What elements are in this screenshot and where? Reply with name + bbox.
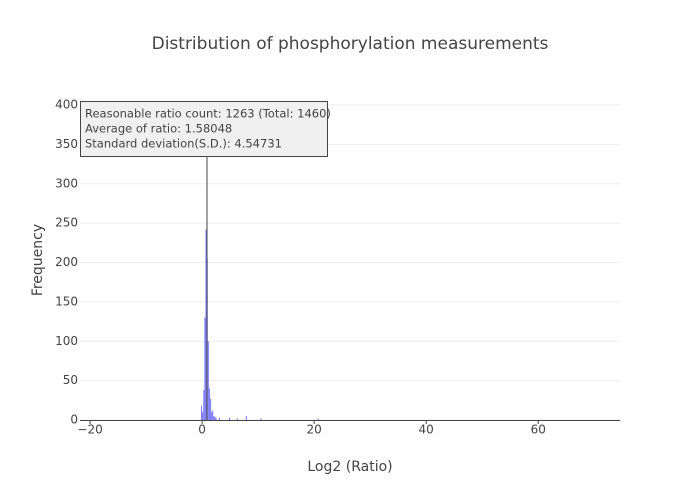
bar bbox=[204, 317, 206, 420]
x-tick-label: 60 bbox=[531, 423, 546, 437]
bar bbox=[229, 417, 231, 420]
y-tick-label: 100 bbox=[55, 334, 78, 348]
bar bbox=[200, 405, 203, 420]
y-tick-label: 200 bbox=[55, 255, 78, 269]
y-axis-title: Frequency bbox=[30, 224, 46, 296]
bar bbox=[214, 416, 216, 420]
x-tick-label: 20 bbox=[307, 423, 322, 437]
bar bbox=[212, 410, 214, 420]
bar bbox=[213, 416, 215, 420]
tooltip-box bbox=[80, 101, 328, 157]
bar bbox=[203, 390, 205, 420]
bar bbox=[211, 412, 213, 420]
x-tick-label: 40 bbox=[419, 423, 434, 437]
bar bbox=[215, 418, 217, 420]
y-tick-label: 150 bbox=[55, 294, 78, 308]
tooltip: Reasonable ratio count: 1263 (Total: 146… bbox=[80, 101, 331, 157]
bar bbox=[202, 412, 204, 420]
bar bbox=[260, 418, 262, 420]
x-axis-title: Log2 (Ratio) bbox=[307, 459, 392, 475]
y-tick-label: 350 bbox=[55, 137, 78, 151]
tooltip-line: Average of ratio: 1.58048 bbox=[85, 122, 232, 136]
bar bbox=[208, 388, 210, 420]
y-tick-label: 0 bbox=[70, 413, 78, 427]
y-tick-label: 50 bbox=[63, 373, 78, 387]
chart-title: Distribution of phosphorylation measurem… bbox=[152, 34, 549, 54]
y-tick-label: 400 bbox=[55, 98, 78, 112]
bar bbox=[209, 398, 212, 420]
bar bbox=[205, 229, 207, 420]
bar bbox=[317, 418, 319, 420]
tooltip-line: Reasonable ratio count: 1263 (Total: 146… bbox=[85, 107, 331, 121]
y-tick-label: 250 bbox=[55, 216, 78, 230]
bar bbox=[207, 341, 209, 420]
bar bbox=[245, 416, 247, 420]
x-tick-label: 0 bbox=[198, 423, 206, 437]
x-tick-label: −20 bbox=[77, 423, 102, 437]
tooltip-line: Standard deviation(S.D.): 4.54731 bbox=[85, 137, 282, 151]
bar bbox=[218, 417, 221, 420]
bar bbox=[236, 418, 238, 420]
y-tick-label: 300 bbox=[55, 176, 78, 190]
